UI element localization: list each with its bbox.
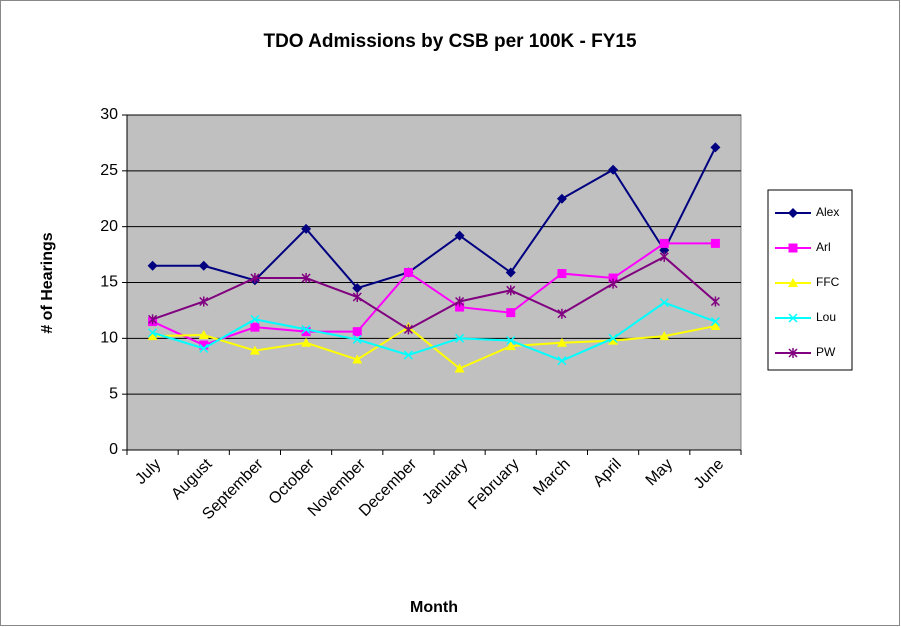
marker: [710, 321, 721, 331]
marker: [557, 356, 567, 366]
y-tick-label: 10: [100, 330, 118, 347]
marker: [608, 273, 618, 283]
marker: [788, 243, 798, 253]
y-tick-label: 30: [100, 106, 118, 123]
marker: [352, 327, 362, 337]
y-tick-label: 15: [100, 274, 118, 291]
legend-label: FFC: [816, 275, 840, 289]
series-line: [152, 242, 716, 347]
y-tick-label: 5: [109, 385, 118, 402]
marker: [659, 238, 669, 248]
marker: [199, 340, 209, 350]
marker: [454, 230, 465, 241]
marker: [455, 302, 465, 312]
marker: [455, 333, 465, 343]
series-line: [152, 301, 716, 362]
marker: [506, 336, 516, 346]
marker: [352, 283, 363, 294]
y-axis-label: # of Hearings: [39, 232, 56, 333]
marker: [403, 324, 413, 335]
marker: [147, 331, 158, 341]
marker: [199, 343, 209, 353]
marker: [147, 260, 158, 271]
marker: [250, 322, 260, 332]
marker: [505, 267, 516, 278]
marker: [659, 251, 669, 262]
legend-label: Lou: [816, 310, 836, 324]
marker: [301, 327, 311, 337]
marker: [403, 267, 413, 277]
marker: [505, 341, 516, 351]
series-line: [152, 146, 717, 290]
marker: [301, 324, 311, 334]
marker: [198, 329, 209, 339]
marker: [352, 354, 363, 364]
marker: [608, 278, 618, 289]
marker: [148, 314, 158, 325]
marker: [199, 296, 209, 307]
marker: [455, 296, 465, 307]
legend-label: PW: [816, 345, 836, 359]
marker: [352, 334, 362, 344]
marker: [454, 363, 465, 373]
marker: [506, 308, 516, 318]
marker: [557, 269, 567, 279]
marker: [556, 193, 567, 204]
marker: [198, 260, 209, 271]
marker: [659, 298, 669, 308]
marker: [148, 328, 158, 338]
marker: [788, 278, 798, 287]
marker: [352, 292, 362, 303]
marker: [301, 337, 312, 347]
series-line: [152, 255, 717, 331]
legend: [767, 189, 853, 371]
marker: [556, 337, 567, 347]
marker: [788, 208, 798, 218]
y-tick-label: 0: [109, 441, 118, 458]
marker: [788, 348, 798, 358]
marker: [710, 238, 720, 248]
marker: [250, 314, 260, 324]
series-line: [152, 325, 716, 370]
marker: [710, 317, 720, 327]
marker: [608, 164, 619, 175]
y-tick-label: 25: [100, 162, 118, 179]
marker: [301, 223, 312, 234]
marker: [506, 285, 516, 296]
y-tick-label: 20: [100, 218, 118, 235]
chart-title: TDO Admissions by CSB per 100K - FY15: [263, 31, 636, 52]
marker: [710, 296, 720, 307]
marker: [788, 313, 798, 323]
marker: [659, 331, 670, 341]
marker: [710, 142, 721, 153]
marker: [557, 308, 567, 319]
marker: [249, 345, 260, 355]
marker: [250, 273, 260, 284]
marker: [608, 335, 619, 345]
legend-label: Alex: [816, 205, 839, 219]
x-axis-label: Month: [410, 599, 458, 616]
legend-label: Arl: [816, 240, 831, 254]
marker: [301, 273, 311, 284]
marker: [608, 333, 618, 343]
marker: [403, 350, 413, 360]
